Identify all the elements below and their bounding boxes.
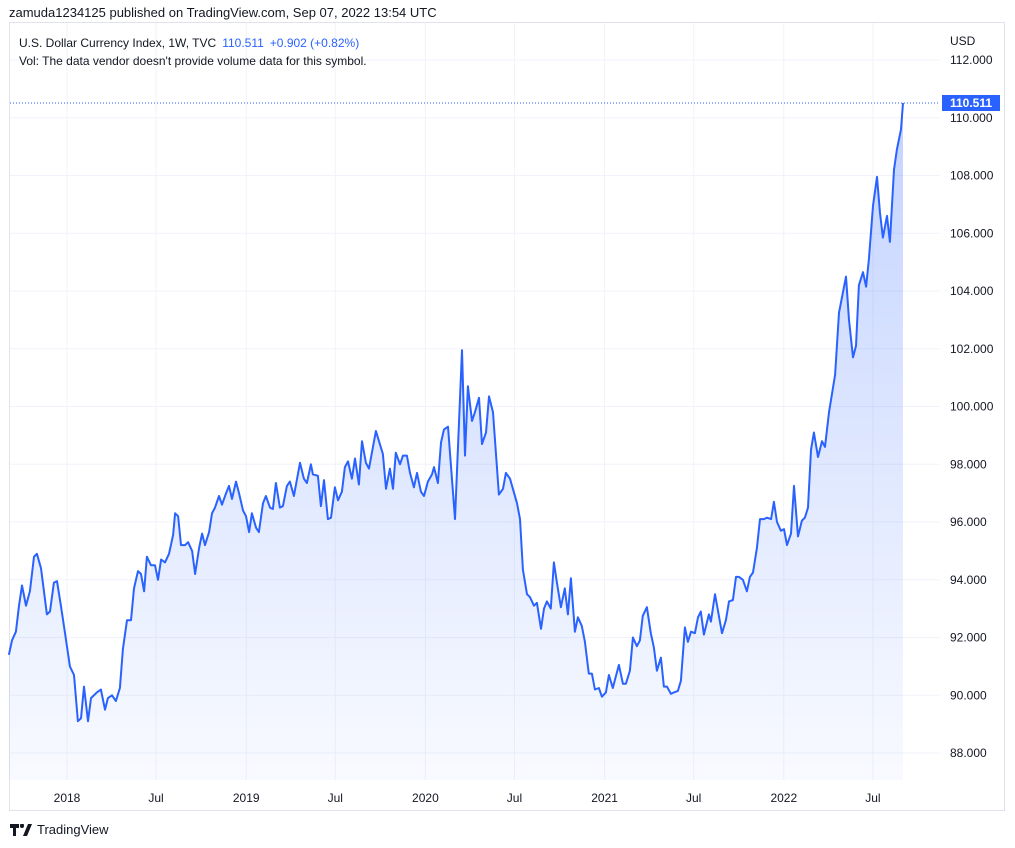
tradingview-logo-icon [10, 823, 32, 836]
price-scale: 88.000 90.000 92.000 94.000 96.000 98.000 100.… [950, 53, 994, 760]
volume-note: Vol: The data vendor doesn't provide vol… [19, 54, 367, 68]
price-line [7, 102, 904, 723]
last-price-badge: 110.511 [942, 94, 1000, 111]
y-tick-label: 110.000 [950, 111, 993, 125]
y-tick-label: 112.000 [950, 53, 993, 67]
tradingview-logo[interactable]: TradingView [10, 822, 109, 837]
time-scale: 2018 Jul 2019 Jul 2020 Jul 2021 Jul 2022 Jul [54, 791, 881, 805]
x-tick-label: 2018 [54, 791, 81, 805]
chart-frame [9, 22, 1005, 811]
last-price: 110.511 [222, 36, 264, 50]
y-tick-label: 90.000 [950, 688, 987, 702]
y-tick-label: 94.000 [950, 573, 987, 587]
y-tick-label: 92.000 [950, 631, 987, 645]
y-tick-label: 88.000 [950, 746, 987, 760]
y-tick-label: 102.000 [950, 342, 994, 356]
published-info: zamuda1234125 published on TradingView.c… [9, 5, 437, 20]
y-tick-label: 98.000 [950, 457, 987, 471]
y-tick-label: 108.000 [950, 169, 994, 183]
x-tick-label: 2019 [233, 791, 260, 805]
x-tick-label: Jul [507, 791, 522, 805]
x-tick-label: 2020 [412, 791, 439, 805]
tradingview-brand: TradingView [37, 822, 109, 837]
y-tick-label: 96.000 [950, 515, 987, 529]
area-fill [8, 103, 903, 780]
currency-label: USD [950, 34, 976, 48]
chart-legend: U.S. Dollar Currency Index, 1W, TVC 110.5… [19, 34, 367, 70]
y-tick-label: 100.000 [950, 400, 994, 414]
x-tick-label: Jul [865, 791, 880, 805]
x-tick-label: 2022 [770, 791, 797, 805]
price-change: +0.902 (+0.82%) [269, 36, 360, 50]
y-tick-label: 106.000 [950, 226, 994, 240]
symbol-title: U.S. Dollar Currency Index, 1W, TVC [19, 36, 217, 50]
x-tick-label: Jul [148, 791, 163, 805]
y-tick-label: 104.000 [950, 284, 994, 298]
x-tick-label: Jul [328, 791, 343, 805]
x-tick-label: Jul [686, 791, 701, 805]
x-tick-label: 2021 [591, 791, 618, 805]
